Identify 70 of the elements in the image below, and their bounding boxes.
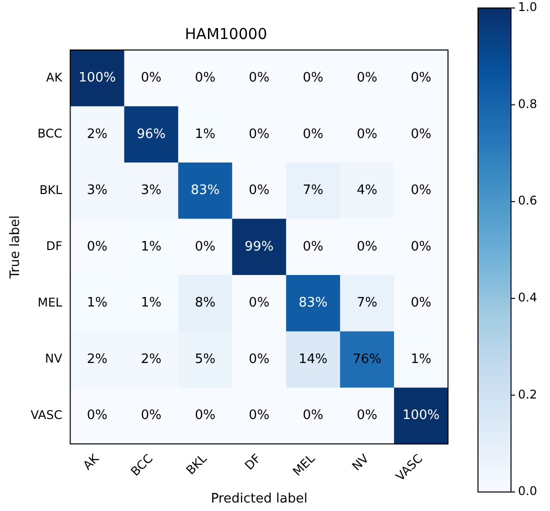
color-bar-label: 0.6 <box>518 194 538 208</box>
data-label: 0% <box>248 183 270 198</box>
data-label: 76% <box>352 352 382 367</box>
data-label: 8% <box>194 296 216 311</box>
data-label: 83% <box>190 183 220 198</box>
y-axis-title: True label <box>8 215 24 280</box>
data-label: 0% <box>410 296 432 311</box>
data-label: 7% <box>302 183 324 198</box>
y-tick-label: DF <box>46 239 62 254</box>
data-label: 0% <box>302 126 324 142</box>
data-label: 0% <box>248 126 270 142</box>
data-label: 0% <box>194 70 216 86</box>
y-tick-label: BKL <box>39 182 63 197</box>
data-label: 1% <box>140 296 162 311</box>
data-label: 99% <box>244 239 274 254</box>
y-tick-label: BCC <box>37 126 62 141</box>
data-label: 0% <box>248 352 270 367</box>
color-bar-label: 0.2 <box>518 387 538 402</box>
y-tick-label: NV <box>45 352 64 366</box>
data-label: 1% <box>194 126 216 142</box>
data-label: 3% <box>140 183 162 198</box>
data-label: 0% <box>194 239 216 254</box>
x-tick-label: MEL <box>290 451 318 479</box>
data-label: 83% <box>298 296 328 311</box>
chart-title: HAM10000 <box>184 24 268 43</box>
data-label: 0% <box>410 183 432 198</box>
color-bar-label: 0.0 <box>518 484 538 498</box>
x-axis-title: Predicted label <box>210 492 308 507</box>
data-label: 0% <box>248 70 270 86</box>
data-label: 0% <box>194 408 216 424</box>
data-label: 0% <box>356 239 378 254</box>
x-tick-label: DF <box>242 451 264 473</box>
data-label: 0% <box>302 70 324 86</box>
data-label: 100% <box>78 70 116 86</box>
data-label: 14% <box>298 352 328 367</box>
data-label: 1% <box>86 296 108 311</box>
data-label: 0% <box>302 239 324 254</box>
y-tick-label: MEL <box>38 295 63 310</box>
data-label: 5% <box>194 352 216 367</box>
data-label: 100% <box>402 408 440 424</box>
data-label: 0% <box>356 126 378 142</box>
data-label: 0% <box>356 70 378 86</box>
data-label: 0% <box>410 239 432 254</box>
data-label: 0% <box>140 408 162 424</box>
data-label: 0% <box>410 70 432 86</box>
color-bar-label: 0.8 <box>518 96 538 111</box>
x-tick-label: NV <box>349 450 372 474</box>
data-label: 0% <box>248 408 270 424</box>
data-label: 0% <box>140 70 162 86</box>
x-tick-label: AK <box>80 450 102 473</box>
data-label: 0% <box>356 408 378 424</box>
data-label: 0% <box>248 296 270 311</box>
data-label: 3% <box>86 183 108 198</box>
data-label: 2% <box>86 126 108 142</box>
y-tick-label: VASC <box>30 408 62 422</box>
data-label: 1% <box>140 239 162 254</box>
y-tick-label: AK <box>46 70 64 84</box>
data-label: 0% <box>302 408 324 424</box>
data-label: 96% <box>136 126 166 142</box>
data-label: 2% <box>140 352 162 367</box>
color-bar-label: 1.0 <box>518 0 538 14</box>
data-label: 7% <box>356 296 378 311</box>
data-label: 0% <box>410 126 432 142</box>
data-label: 2% <box>86 352 108 367</box>
x-tick-label: BKL <box>183 451 210 478</box>
color-bar-label: 0.4 <box>518 290 538 305</box>
data-label: 1% <box>410 352 432 367</box>
data-label: 4% <box>356 183 378 198</box>
data-label: 0% <box>86 408 108 424</box>
data-label: 0% <box>86 239 108 254</box>
